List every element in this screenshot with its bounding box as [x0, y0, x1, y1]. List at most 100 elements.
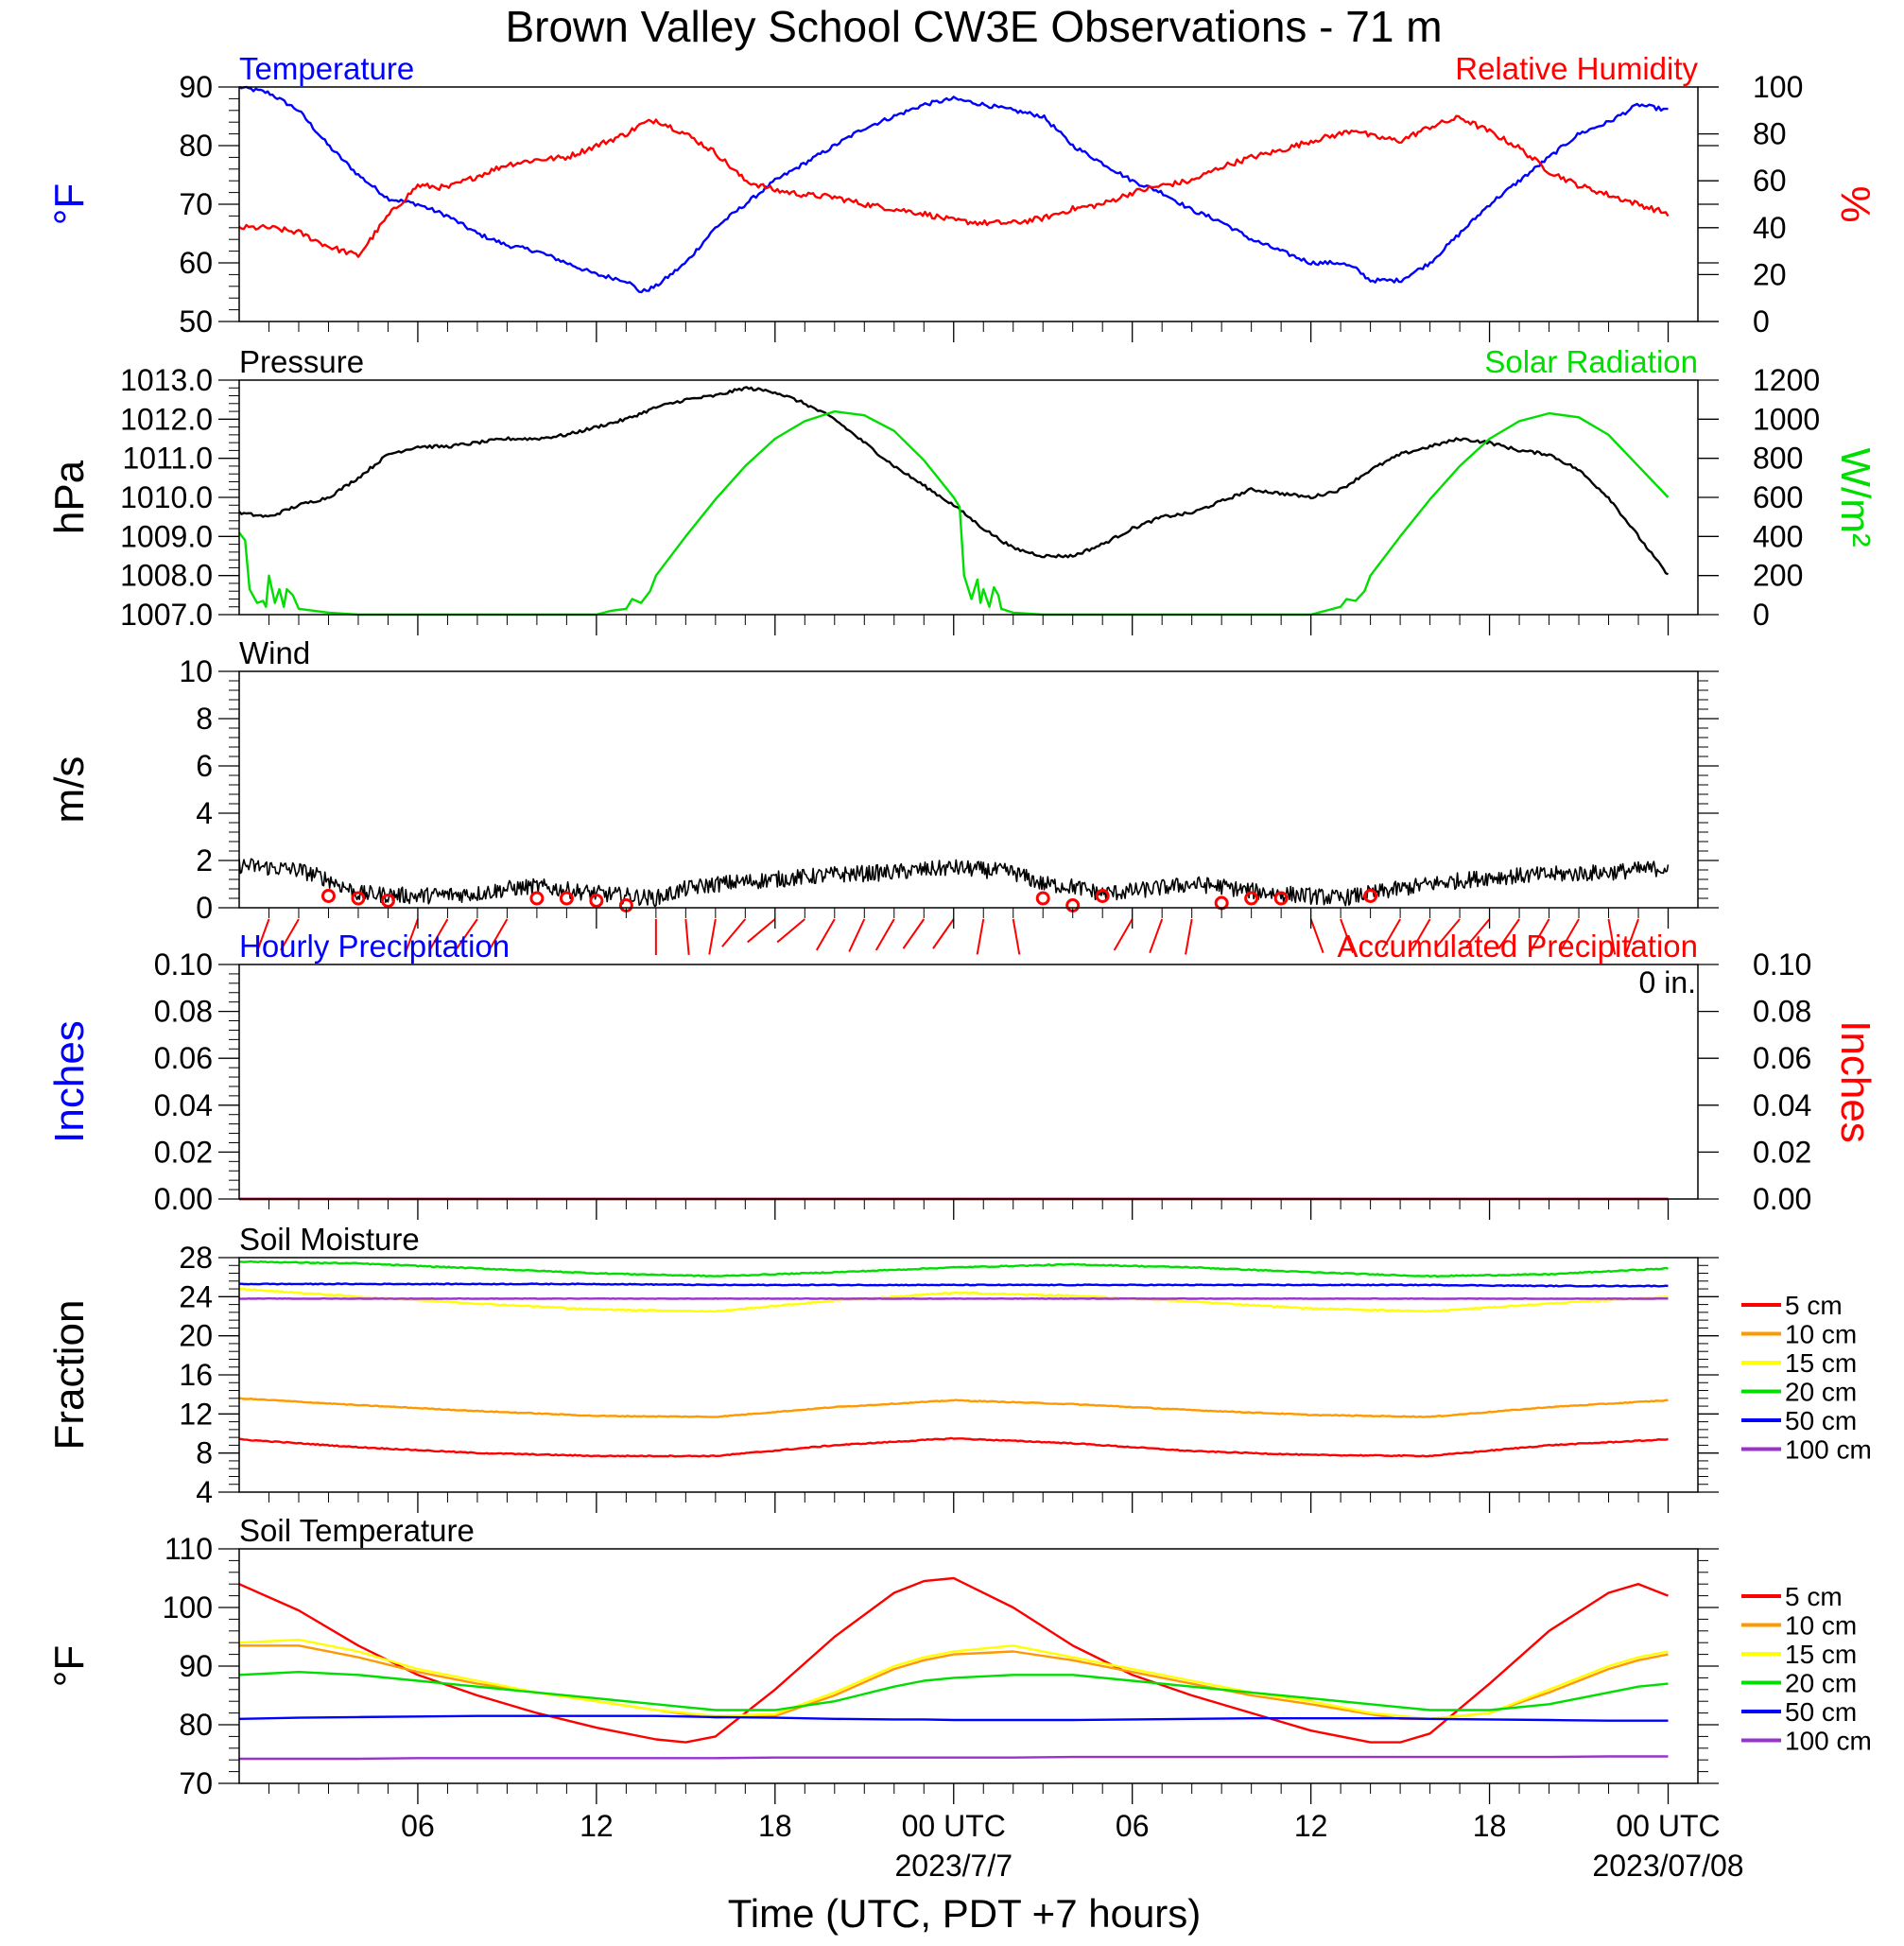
y-tick-label-right: 0.00 — [1753, 1182, 1811, 1216]
calm-wind-marker — [320, 889, 336, 903]
y-tick-label-left: 60 — [179, 246, 213, 280]
y-axis-label-left: Fraction — [46, 1300, 93, 1451]
wind-barb — [815, 918, 836, 951]
y-tick-label-left: 0.06 — [154, 1041, 213, 1075]
wind-barb — [1113, 918, 1134, 951]
y-axis-label-left: hPa — [46, 460, 93, 534]
y-tick-label-left: 0.08 — [154, 995, 213, 1029]
x-tick-label: 12 — [580, 1809, 614, 1843]
y-axis-label-right: W/m² — [1832, 447, 1878, 547]
y-axis-label-left: m/s — [46, 756, 93, 824]
wind-barb — [708, 918, 717, 955]
calm-wind-marker — [559, 891, 574, 906]
y-tick-label-right: 0.06 — [1753, 1041, 1811, 1075]
y-tick-label-left: 12 — [179, 1397, 213, 1431]
y-tick-label-right: 0.04 — [1753, 1088, 1811, 1122]
panel-title-left: Temperature — [239, 51, 414, 86]
panel-title-left: Pressure — [239, 344, 364, 379]
legend-label: 100 cm — [1785, 1435, 1872, 1465]
wind-barb — [747, 918, 776, 944]
y-tick-label-right: 100 — [1753, 70, 1803, 104]
panel-title-right: Solar Radiation — [1484, 344, 1698, 379]
wind-barb — [1607, 918, 1617, 955]
y-tick-label-left: 1010.0 — [120, 480, 213, 514]
y-tick-label-left: 90 — [179, 70, 213, 104]
x-tick-label: 18 — [1473, 1809, 1507, 1843]
wind-barb — [405, 918, 419, 954]
series-line-solar-radiation — [238, 409, 1670, 617]
series-line-20-cm — [239, 1260, 1669, 1278]
y-tick-label-left: 110 — [164, 1532, 213, 1566]
series-group-pressure_solar — [238, 386, 1670, 617]
wind-barb — [1381, 918, 1401, 951]
series-line-15-cm — [238, 1638, 1669, 1720]
y-tick-label-left: 20 — [179, 1319, 213, 1353]
legend-label: 15 cm — [1785, 1348, 1857, 1378]
panel-pressure_solar: 1007.0 1008.0 1009.0 1010.0 1011.0 1012.0 1013… — [46, 344, 1878, 635]
wind-barb — [721, 918, 747, 947]
y-tick-label-left: 1009.0 — [120, 519, 213, 553]
y-tick-label-left: 0.10 — [154, 947, 213, 982]
y-tick-label-left: 8 — [196, 702, 213, 736]
calm-wind-marker — [1095, 889, 1110, 903]
x-tick-label: 06 — [401, 1809, 435, 1843]
wind-barb — [976, 918, 985, 955]
y-tick-label-right: 20 — [1753, 257, 1787, 291]
y-tick-label-left: 50 — [179, 304, 213, 339]
wind-barb — [1149, 918, 1164, 954]
y-tick-label-right: 400 — [1753, 519, 1803, 553]
series-line-100-cm — [239, 1755, 1669, 1761]
y-tick-label-right: 200 — [1753, 559, 1803, 593]
wind-barb — [1560, 918, 1580, 951]
x-tick-label: 00 UTC — [902, 1809, 1006, 1843]
series-line-temperature — [238, 85, 1669, 294]
wind-barb — [255, 918, 270, 954]
x-date-label: 2023/07/08 — [1592, 1849, 1743, 1883]
x-axis: 06 12 18 00 UTC 06 12 18 00 UTC 2023/7/7 2023/07/… — [401, 1809, 1743, 1883]
y-tick-label-left: 100 — [163, 1590, 213, 1625]
wind-barb — [1185, 918, 1193, 955]
legend-label: 50 cm — [1785, 1406, 1857, 1435]
y-tick-label-left: 6 — [196, 749, 213, 783]
y-axis-label-left: Inches — [46, 1020, 93, 1143]
panel-frame — [238, 670, 1699, 909]
panel-title-right: Relative Humidity — [1455, 51, 1698, 86]
y-tick-label-right: 0.10 — [1753, 947, 1811, 982]
y-tick-label-left: 0.02 — [154, 1135, 213, 1169]
wind-barb — [1465, 918, 1491, 947]
panel-title-left: Soil Moisture — [239, 1222, 420, 1257]
y-tick-label-left: 16 — [179, 1358, 213, 1392]
panel-title-left: Hourly Precipitation — [239, 929, 510, 964]
series-line-20-cm — [238, 1671, 1669, 1711]
legend-label: 10 cm — [1785, 1611, 1857, 1641]
x-tick-label: 12 — [1294, 1809, 1328, 1843]
legend-label: 15 cm — [1785, 1640, 1857, 1669]
wind-barb — [1309, 918, 1324, 954]
y-tick-label-left: 4 — [196, 796, 213, 830]
y-tick-label-left: 0 — [196, 891, 213, 925]
calm-wind-marker — [1273, 891, 1289, 906]
y-tick-label-right: 0 — [1753, 304, 1770, 339]
panel-wind: 0 2 4 6 8 10 Wind m/s — [46, 635, 1719, 955]
series-group-temp_rh — [238, 85, 1670, 294]
y-tick-label-left: 28 — [179, 1241, 213, 1275]
y-tick-label-left: 1007.0 — [120, 598, 213, 632]
series-line-15-cm — [239, 1287, 1669, 1313]
y-tick-label-right: 600 — [1753, 480, 1803, 514]
wind-barb — [848, 918, 866, 952]
y-tick-label-left: 4 — [196, 1475, 213, 1509]
calm-wind-marker — [351, 891, 366, 906]
series-line-wind — [238, 858, 1670, 908]
wind-barb — [280, 918, 300, 951]
calm-wind-marker — [1035, 891, 1050, 906]
wind-barb — [1411, 918, 1431, 951]
calm-wind-marker — [529, 891, 545, 906]
panel-soil_moisture: 4 8 12 16 20 24 28 Soil Moisture Fraction 5 cm10 … — [46, 1222, 1872, 1513]
y-tick-label-left: 24 — [179, 1279, 213, 1313]
panel-title-left: Soil Temperature — [239, 1513, 475, 1548]
y-tick-label-right: 0 — [1753, 598, 1770, 632]
wind-barb — [1340, 918, 1355, 954]
